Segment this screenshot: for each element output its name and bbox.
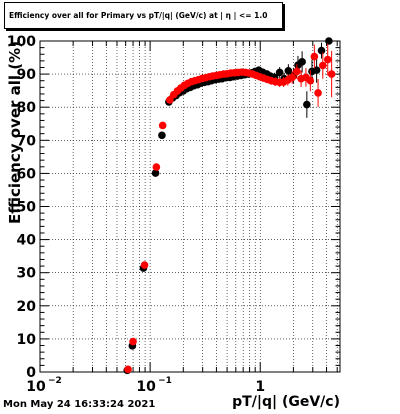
data-point: [323, 43, 332, 76]
point-marker: [323, 55, 332, 64]
point-marker: [303, 100, 311, 109]
data-point: [166, 96, 174, 104]
point-marker: [325, 37, 333, 45]
point-marker: [288, 73, 296, 82]
point-marker: [314, 89, 322, 97]
chart-title: Efficiency over all for Primary vs pT/|q…: [9, 11, 268, 20]
point-marker: [293, 67, 301, 76]
point-marker: [158, 121, 167, 130]
point-marker: [327, 70, 336, 78]
data-point: [151, 169, 160, 177]
point-marker: [298, 58, 306, 66]
y-tick-label: 0: [26, 365, 36, 381]
data-point: [129, 337, 137, 346]
y-tick-label: 50: [17, 200, 37, 216]
point-marker: [140, 261, 149, 269]
y-tick-label: 40: [17, 233, 37, 249]
data-point: [152, 163, 161, 171]
data-point: [158, 121, 167, 130]
point-marker: [129, 337, 137, 346]
point-marker: [124, 365, 132, 374]
data-point: [293, 64, 301, 79]
data-point: [140, 261, 149, 269]
point-marker: [152, 163, 161, 171]
data-point: [303, 91, 311, 118]
y-tick-label: 90: [17, 67, 37, 83]
data-point: [310, 44, 319, 69]
point-marker: [319, 61, 327, 70]
y-tick-label: 60: [17, 166, 37, 182]
point-marker: [151, 169, 160, 177]
y-tick-label: 20: [17, 299, 37, 315]
point-marker: [306, 76, 315, 85]
point-marker: [166, 96, 174, 104]
axis-ticks: [39, 40, 340, 373]
series-black: [123, 37, 333, 375]
y-tick-label: 70: [17, 133, 37, 149]
x-tick-exponent: −1: [158, 376, 172, 386]
data-point: [317, 42, 326, 59]
data-point: [306, 70, 315, 92]
data-point: [275, 67, 284, 78]
x-tick-label: 1: [255, 379, 265, 395]
footer-timestamp: Mon May 24 16:33:24 2021: [3, 399, 156, 410]
series-red: [124, 43, 336, 374]
data-point: [319, 52, 327, 79]
data-point: [314, 79, 322, 107]
data-point: [288, 71, 296, 84]
y-tick-label: 80: [17, 100, 37, 116]
data-point: [124, 365, 132, 374]
data-point: [158, 131, 166, 140]
point-marker: [284, 66, 293, 75]
data-point: [327, 50, 336, 98]
point-marker: [317, 46, 326, 55]
point-marker: [310, 52, 319, 61]
chart-title-box: Efficiency over all for Primary vs pT/|q…: [4, 2, 283, 29]
y-tick-label: 10: [17, 332, 37, 348]
point-marker: [275, 68, 284, 77]
data-point: [298, 51, 306, 73]
y-tick-label: 100: [7, 34, 36, 50]
point-marker: [158, 131, 166, 140]
x-tick-exponent: −2: [48, 376, 62, 386]
x-tick-label: 10: [26, 379, 46, 395]
x-axis-label: pT/|q| (GeV/c): [232, 394, 340, 410]
data-point: [284, 64, 293, 78]
x-tick-label: 10: [136, 379, 156, 395]
y-axis-label: Efficiency over all (%): [6, 41, 24, 224]
y-tick-label: 30: [17, 266, 37, 282]
data-points: [123, 37, 336, 375]
data-point: [325, 37, 333, 45]
grid-lines: [40, 41, 340, 372]
